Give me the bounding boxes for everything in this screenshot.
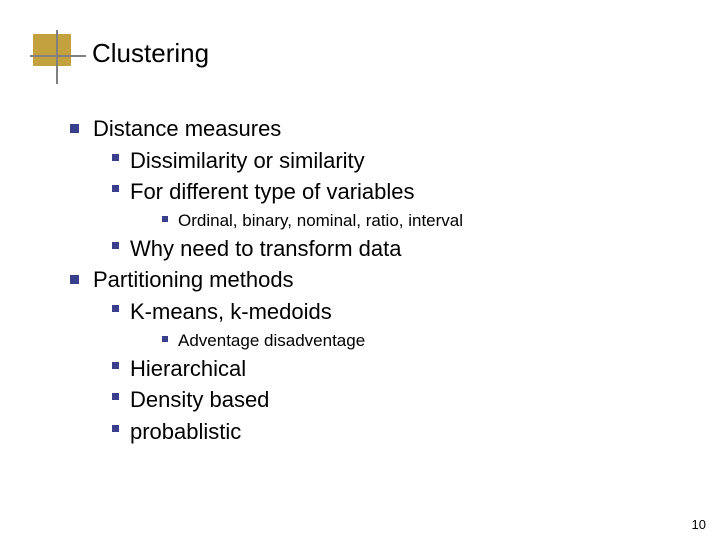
bullet-icon — [112, 393, 119, 400]
list-item-text: Dissimilarity or similarity — [130, 147, 365, 176]
list-item-text: Ordinal, binary, nominal, ratio, interva… — [178, 210, 463, 232]
bullet-icon — [112, 362, 119, 369]
list-item-text: Partitioning methods — [93, 266, 294, 295]
list-item: Ordinal, binary, nominal, ratio, interva… — [162, 210, 670, 232]
bullet-icon — [112, 305, 119, 312]
list-item-text: Hierarchical — [130, 355, 246, 384]
title-accent-box — [33, 34, 71, 66]
bullet-icon — [162, 216, 168, 222]
list-item-text: Distance measures — [93, 115, 281, 144]
list-item: Dissimilarity or similarity — [112, 147, 670, 176]
slide-body: Distance measures Dissimilarity or simila… — [70, 115, 670, 450]
list-item-text: Adventage disadventage — [178, 330, 365, 352]
list-item: probablistic — [112, 418, 670, 447]
list-item-text: Density based — [130, 386, 269, 415]
list-item: Why need to transform data — [112, 235, 670, 264]
list-item: Density based — [112, 386, 670, 415]
list-item: Distance measures — [70, 115, 670, 144]
title-accent-vline — [56, 30, 58, 84]
bullet-icon — [112, 425, 119, 432]
list-item-text: For different type of variables — [130, 178, 415, 207]
bullet-icon — [112, 154, 119, 161]
slide: Clustering Distance measures Dissimilarit… — [0, 0, 720, 540]
bullet-icon — [112, 185, 119, 192]
page-number: 10 — [692, 517, 706, 532]
title-accent-hline — [30, 55, 86, 57]
list-item: K-means, k-medoids — [112, 298, 670, 327]
bullet-icon — [162, 336, 168, 342]
bullet-icon — [70, 275, 79, 284]
list-item: Hierarchical — [112, 355, 670, 384]
slide-title: Clustering — [92, 38, 209, 69]
bullet-icon — [112, 242, 119, 249]
bullet-icon — [70, 124, 79, 133]
list-item-text: Why need to transform data — [130, 235, 401, 264]
list-item-text: probablistic — [130, 418, 241, 447]
list-item: Partitioning methods — [70, 266, 670, 295]
list-item: Adventage disadventage — [162, 330, 670, 352]
list-item: For different type of variables — [112, 178, 670, 207]
list-item-text: K-means, k-medoids — [130, 298, 332, 327]
